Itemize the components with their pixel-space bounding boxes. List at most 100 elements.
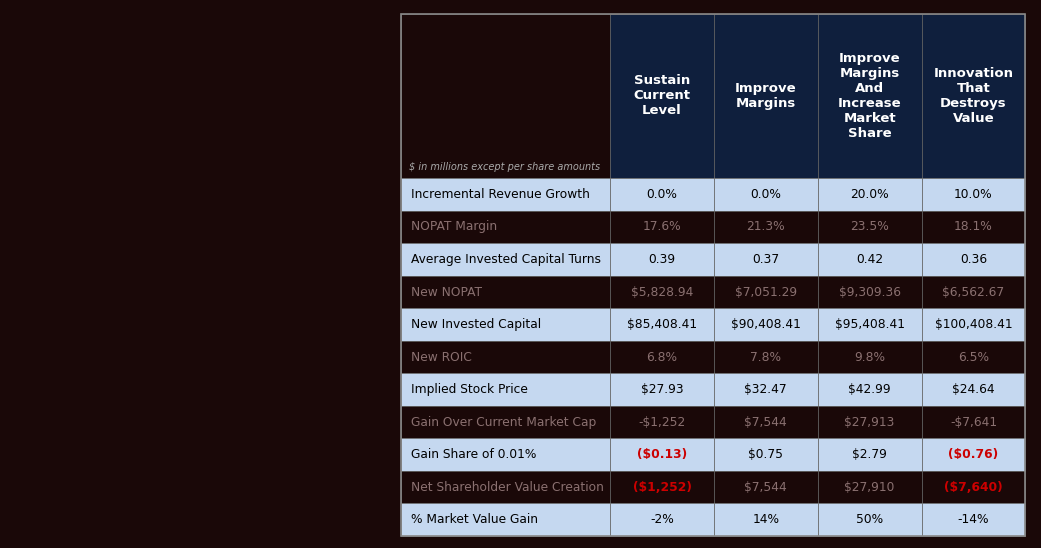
Bar [921,438,1025,471]
Bar [818,406,921,438]
Text: $27,913: $27,913 [844,415,895,429]
Text: $ in millions except per share amounts: $ in millions except per share amounts [409,162,601,172]
Text: $24.64: $24.64 [953,383,995,396]
Bar [921,373,1025,406]
Text: 21.3%: 21.3% [746,220,785,233]
Text: $0.75: $0.75 [748,448,783,461]
Bar [818,14,921,178]
Bar [401,438,610,471]
Text: $42.99: $42.99 [848,383,891,396]
Text: 9.8%: 9.8% [854,351,885,363]
Bar [610,373,714,406]
Text: $9,309.36: $9,309.36 [839,286,900,299]
Bar [714,14,818,178]
Bar [610,178,714,211]
Text: ($7,640): ($7,640) [944,481,1002,494]
Text: ($1,252): ($1,252) [633,481,691,494]
Text: 10.0%: 10.0% [955,188,993,201]
Bar [610,276,714,309]
Bar [714,471,818,504]
Text: $32.47: $32.47 [744,383,787,396]
Bar [714,341,818,373]
Text: 18.1%: 18.1% [955,220,993,233]
Bar [610,309,714,341]
Text: New ROIC: New ROIC [411,351,472,363]
Bar [818,309,921,341]
Text: -14%: -14% [958,513,989,526]
Bar [401,178,610,211]
Text: Net Shareholder Value Creation: Net Shareholder Value Creation [411,481,604,494]
Bar [818,373,921,406]
Text: -$1,252: -$1,252 [638,415,686,429]
Bar [401,471,610,504]
Bar [921,14,1025,178]
Bar [401,14,610,178]
Bar [610,243,714,276]
Text: 17.6%: 17.6% [642,220,681,233]
Bar [401,373,610,406]
Bar [610,211,714,243]
Text: 6.8%: 6.8% [646,351,678,363]
Bar [714,211,818,243]
Bar [921,211,1025,243]
Text: Improve
Margins
And
Increase
Market
Share: Improve Margins And Increase Market Shar… [838,52,902,140]
Bar [921,341,1025,373]
Text: ($0.13): ($0.13) [637,448,687,461]
Bar [610,341,714,373]
Bar [714,178,818,211]
Bar [921,471,1025,504]
Text: $27.93: $27.93 [640,383,683,396]
Bar [818,504,921,536]
Text: Improve
Margins: Improve Margins [735,82,796,110]
Text: 7.8%: 7.8% [751,351,782,363]
Text: 0.37: 0.37 [753,253,780,266]
Bar [818,276,921,309]
Bar [921,243,1025,276]
Text: Gain Share of 0.01%: Gain Share of 0.01% [411,448,536,461]
Bar [714,276,818,309]
Bar [401,14,1025,536]
Text: Average Invested Capital Turns: Average Invested Capital Turns [411,253,602,266]
Bar [921,309,1025,341]
Text: 0.39: 0.39 [649,253,676,266]
Bar [818,211,921,243]
Bar [401,504,610,536]
Text: New NOPAT: New NOPAT [411,286,482,299]
Bar [401,276,610,309]
Text: $27,910: $27,910 [844,481,895,494]
Bar [610,504,714,536]
Text: ($0.76): ($0.76) [948,448,998,461]
Bar [818,178,921,211]
Bar [610,438,714,471]
Text: $5,828.94: $5,828.94 [631,286,693,299]
Text: $100,408.41: $100,408.41 [935,318,1012,331]
Text: -2%: -2% [650,513,674,526]
Bar [921,504,1025,536]
Text: -$7,641: -$7,641 [949,415,997,429]
Text: $2.79: $2.79 [853,448,887,461]
Bar [714,309,818,341]
Bar [818,243,921,276]
Text: 0.0%: 0.0% [751,188,781,201]
Bar [921,406,1025,438]
Bar [921,276,1025,309]
Bar [714,504,818,536]
Bar [714,406,818,438]
Text: 20.0%: 20.0% [850,188,889,201]
Text: Gain Over Current Market Cap: Gain Over Current Market Cap [411,415,596,429]
Text: 14%: 14% [753,513,780,526]
Bar [610,14,714,178]
Bar [921,178,1025,211]
Bar [610,471,714,504]
Text: Sustain
Current
Level: Sustain Current Level [633,75,690,117]
Bar [818,341,921,373]
Bar [401,309,610,341]
Bar [401,341,610,373]
Bar [818,438,921,471]
Bar [401,243,610,276]
Bar [714,438,818,471]
Text: Incremental Revenue Growth: Incremental Revenue Growth [411,188,590,201]
Text: $85,408.41: $85,408.41 [627,318,697,331]
Text: NOPAT Margin: NOPAT Margin [411,220,498,233]
Text: $6,562.67: $6,562.67 [942,286,1005,299]
